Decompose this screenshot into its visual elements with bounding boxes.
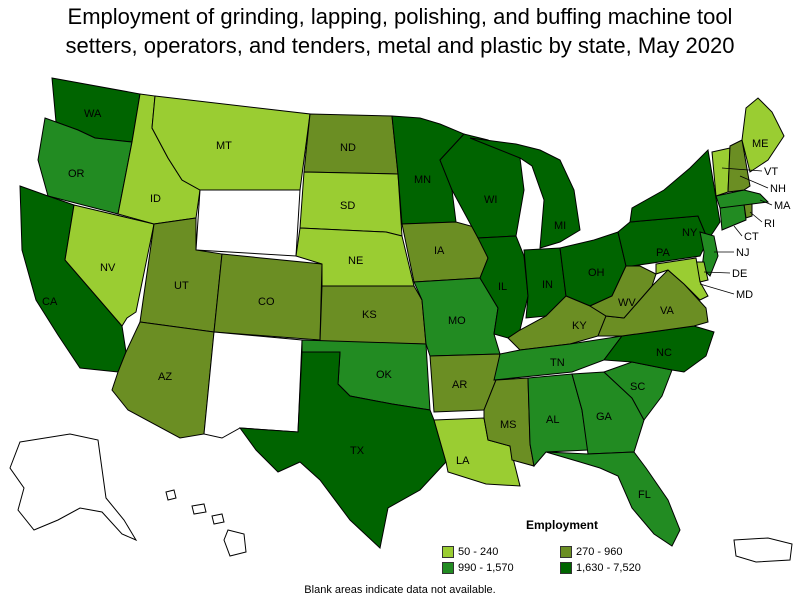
map-title: Employment of grinding, lapping, polishi… xyxy=(0,2,800,60)
state-label-ID: ID xyxy=(150,193,161,205)
state-label-ME: ME xyxy=(752,138,769,150)
title-line-1: Employment of grinding, lapping, polishi… xyxy=(67,4,733,29)
state-label-VT: VT xyxy=(764,166,778,178)
state-label-OK: OK xyxy=(376,369,393,381)
state-NC[interactable] xyxy=(603,325,715,373)
legend-item-1: 50 - 240 xyxy=(442,546,560,558)
state-label-CO: CO xyxy=(258,296,275,308)
legend-item-2: 270 - 960 xyxy=(560,546,670,558)
legend-swatch-1 xyxy=(442,546,454,558)
state-label-KS: KS xyxy=(362,309,377,321)
legend: Employment 50 - 240 270 - 960 990 - 1,57… xyxy=(442,518,662,574)
state-label-MD: MD xyxy=(736,289,753,301)
legend-label-2: 270 - 960 xyxy=(576,546,623,558)
state-label-NJ: NJ xyxy=(736,247,749,259)
state-label-OR: OR xyxy=(68,168,85,180)
state-label-TX: TX xyxy=(350,445,365,457)
state-label-NV: NV xyxy=(100,262,116,274)
state-label-UT: UT xyxy=(174,280,189,292)
state-label-IN: IN xyxy=(542,279,553,291)
legend-item-3: 990 - 1,570 xyxy=(442,562,560,574)
state-label-NY: NY xyxy=(682,227,698,239)
state-WI[interactable] xyxy=(439,133,525,239)
state-label-NC: NC xyxy=(656,347,672,359)
state-MD[interactable] xyxy=(655,257,709,301)
state-label-MA: MA xyxy=(774,200,791,212)
legend-swatch-4 xyxy=(560,562,572,574)
state-label-CT: CT xyxy=(744,231,759,243)
state-label-DE: DE xyxy=(732,268,747,280)
legend-label-1: 50 - 240 xyxy=(458,546,499,558)
leader-lines xyxy=(699,167,773,295)
footnote: Blank areas indicate data not available. xyxy=(304,584,496,596)
state-label-AR: AR xyxy=(452,379,467,391)
state-label-OH: OH xyxy=(588,267,605,279)
state-MI[interactable] xyxy=(469,137,581,249)
state-label-VA: VA xyxy=(660,305,675,317)
legend-grid: 50 - 240 270 - 960 990 - 1,570 1,630 - 7… xyxy=(442,546,662,574)
state-label-IA: IA xyxy=(434,245,445,257)
state-label-WV: WV xyxy=(618,297,636,309)
state-HI[interactable] xyxy=(165,489,247,557)
state-NH[interactable] xyxy=(727,139,751,193)
legend-title: Employment xyxy=(525,518,598,532)
legend-swatch-2 xyxy=(560,546,572,558)
state-NY[interactable] xyxy=(629,148,721,242)
state-label-WA: WA xyxy=(84,108,102,120)
legend-swatch-3 xyxy=(442,562,454,574)
state-label-SC: SC xyxy=(630,381,645,393)
state-label-MO: MO xyxy=(448,315,466,327)
state-label-SD: SD xyxy=(340,200,355,212)
state-NM[interactable] xyxy=(203,331,303,439)
title-line-2: setters, operators, and tenders, metal a… xyxy=(65,33,735,58)
legend-label-4: 1,630 - 7,520 xyxy=(576,562,641,574)
legend-label-3: 990 - 1,570 xyxy=(458,562,514,574)
state-label-GA: GA xyxy=(596,411,613,423)
state-label-MI: MI xyxy=(554,220,566,232)
state-RI[interactable] xyxy=(743,203,753,219)
state-WY[interactable] xyxy=(195,189,301,257)
state-FL[interactable] xyxy=(545,451,681,547)
state-label-LA: LA xyxy=(456,455,470,467)
state-TX[interactable] xyxy=(238,351,447,549)
state-label-AZ: AZ xyxy=(158,371,172,383)
state-label-WI: WI xyxy=(484,194,497,206)
state-label-NE: NE xyxy=(348,255,363,267)
state-label-NH: NH xyxy=(770,183,786,195)
state-label-ND: ND xyxy=(340,142,356,154)
state-label-MS: MS xyxy=(500,419,517,431)
state-label-KY: KY xyxy=(572,320,587,332)
state-label-TN: TN xyxy=(550,357,565,369)
state-label-MN: MN xyxy=(414,174,431,186)
state-ME[interactable] xyxy=(741,97,785,173)
state-label-IL: IL xyxy=(498,281,507,293)
state-AK[interactable] xyxy=(9,433,138,542)
state-PR[interactable] xyxy=(733,537,793,563)
state-label-FL: FL xyxy=(638,489,651,501)
state-label-AL: AL xyxy=(546,414,559,426)
state-label-CA: CA xyxy=(42,296,58,308)
state-label-RI: RI xyxy=(764,218,775,230)
state-label-PA: PA xyxy=(656,247,671,259)
state-label-MT: MT xyxy=(216,140,232,152)
legend-item-4: 1,630 - 7,520 xyxy=(560,562,670,574)
